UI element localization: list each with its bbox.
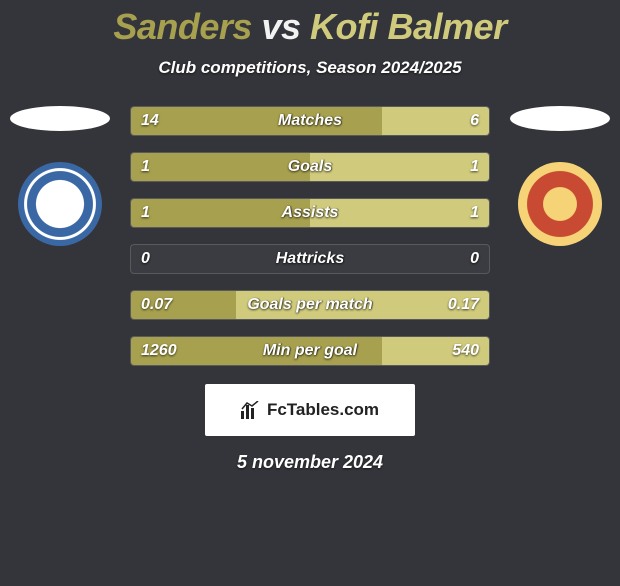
- content-area: 146Matches 11Goals 11Assists 00Hattricks 0.0…: [0, 106, 620, 473]
- player2-avatar: [510, 106, 610, 131]
- player1-avatar: [10, 106, 110, 131]
- chart-icon: [241, 401, 261, 419]
- comparison-title: Sanders vs Kofi Balmer: [0, 6, 620, 48]
- stat-label: Goals: [131, 153, 489, 181]
- stat-label: Hattricks: [131, 245, 489, 273]
- stat-row: 1260540Min per goal: [130, 336, 490, 366]
- player2-name: Kofi Balmer: [310, 6, 507, 47]
- stat-row: 0.070.17Goals per match: [130, 290, 490, 320]
- stat-label: Goals per match: [131, 291, 489, 319]
- attribution-text: FcTables.com: [267, 400, 379, 420]
- stat-row: 146Matches: [130, 106, 490, 136]
- vs-text: vs: [261, 6, 300, 47]
- snapshot-date: 5 november 2024: [0, 452, 620, 473]
- player1-name: Sanders: [113, 6, 252, 47]
- stat-label: Min per goal: [131, 337, 489, 365]
- stat-row: 00Hattricks: [130, 244, 490, 274]
- player1-club-badge: [18, 162, 102, 246]
- stats-bars: 146Matches 11Goals 11Assists 00Hattricks 0.0…: [130, 106, 490, 366]
- subtitle: Club competitions, Season 2024/2025: [0, 58, 620, 78]
- player2-club-badge: [518, 162, 602, 246]
- stat-label: Matches: [131, 107, 489, 135]
- stat-row: 11Goals: [130, 152, 490, 182]
- stat-label: Assists: [131, 199, 489, 227]
- attribution-badge: FcTables.com: [205, 384, 415, 436]
- stat-row: 11Assists: [130, 198, 490, 228]
